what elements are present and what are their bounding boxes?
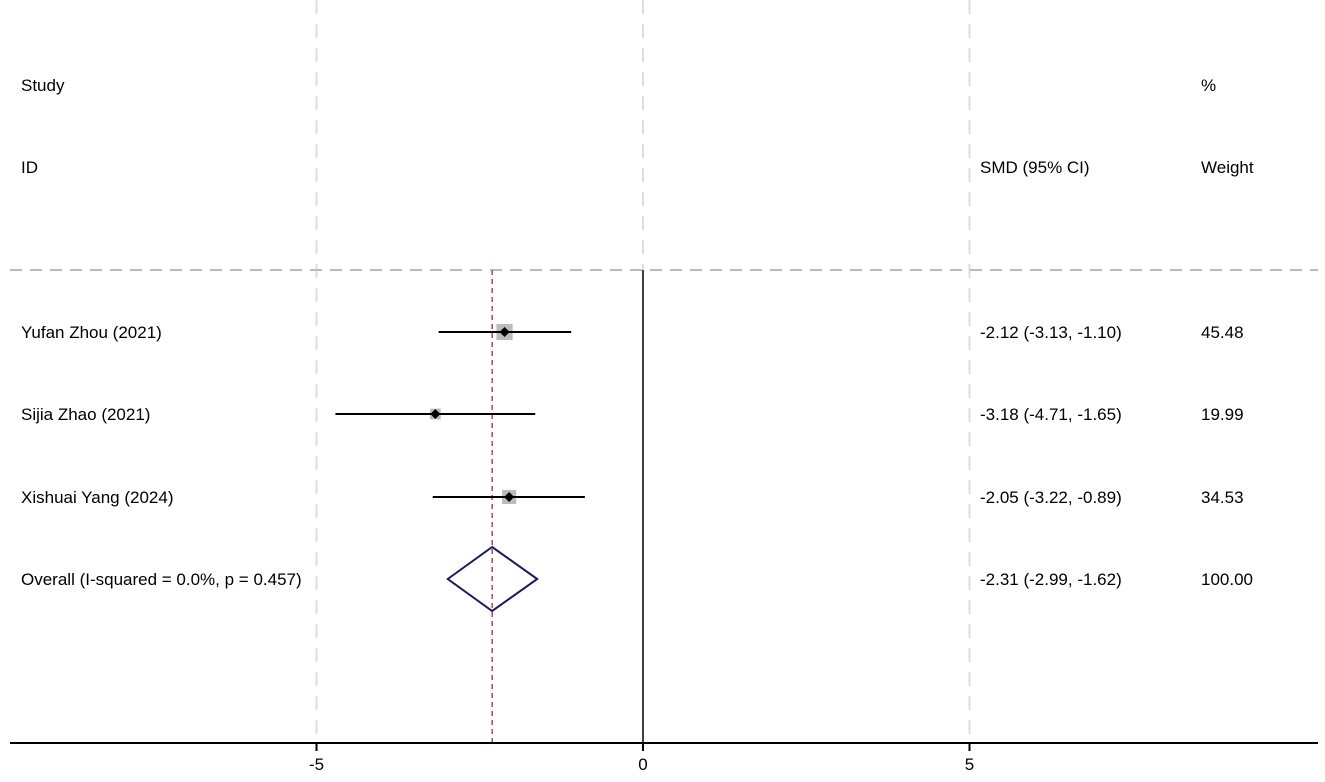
study-ci-text: -2.12 (-3.13, -1.10)	[980, 323, 1122, 342]
x-axis-ticks: -5 0 5	[309, 743, 974, 774]
overall-ci-text: -2.31 (-2.99, -1.62)	[980, 570, 1122, 589]
vertical-gridlines	[315, 0, 971, 743]
study-label: Yufan Zhou (2021)	[21, 323, 162, 342]
x-tick-label: -5	[309, 755, 324, 774]
header-effect: SMD (95% CI)	[980, 158, 1090, 177]
study-weight-text: 45.48	[1201, 323, 1244, 342]
header-percent: %	[1201, 76, 1216, 95]
study-label: Xishuai Yang (2024)	[21, 488, 173, 507]
study-weight-text: 19.99	[1201, 405, 1244, 424]
x-tick-label: 5	[965, 755, 974, 774]
overall-diamond	[446, 545, 539, 613]
overall-weight-text: 100.00	[1201, 570, 1253, 589]
point-estimate	[499, 327, 510, 337]
study-ci-text: -3.18 (-4.71, -1.65)	[980, 405, 1122, 424]
header-weight: Weight	[1201, 158, 1254, 177]
point-estimate	[430, 409, 441, 419]
study-ci-text: -2.05 (-3.22, -0.89)	[980, 488, 1122, 507]
study-weight-text: 34.53	[1201, 488, 1244, 507]
header-study: Study	[21, 76, 65, 95]
point-estimate	[504, 492, 515, 502]
plot-marks	[335, 270, 644, 743]
study-label: Sijia Zhao (2021)	[21, 405, 150, 424]
header-id: ID	[21, 158, 38, 177]
x-tick-label: 0	[638, 755, 647, 774]
overall-label: Overall (I-squared = 0.0%, p = 0.457)	[21, 570, 302, 589]
